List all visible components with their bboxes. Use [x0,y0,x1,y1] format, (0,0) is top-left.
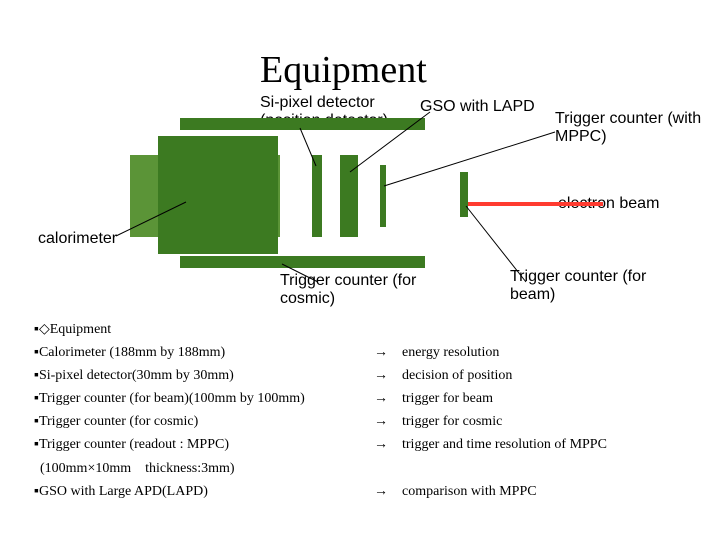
list-item: ▪Calorimeter (188mm by 188mm)→ energy re… [34,341,694,364]
shape-beam [468,202,603,206]
label-trigger-beam: Trigger counter (for beam) [510,268,660,305]
list-item: ▪Trigger counter (for beam)(100mm by 100… [34,387,694,410]
shape-gso [340,155,358,237]
list-item: ▪Trigger counter (for cosmic)→ trigger f… [34,410,694,433]
leader-line [384,132,555,186]
shape-mppc [380,165,386,227]
list-note: (100mm×10mm thickness:3mm) [40,457,694,480]
shape-calorimeter-front [158,136,278,254]
page-title: Equipment [260,48,427,92]
list-item: ▪Trigger counter (readout : MPPC)→ trigg… [34,433,694,456]
equipment-list: ▪◇Equipment ▪Calorimeter (188mm by 188mm… [34,318,694,503]
list-item: ▪Si-pixel detector(30mm by 30mm)→ decisi… [34,364,694,387]
list-header: ▪◇Equipment [34,318,694,341]
label-calorimeter: calorimeter [38,230,117,248]
shape-bottom-bar [180,256,425,268]
label-trigger-cosmic: Trigger counter (for cosmic) [280,272,430,309]
shape-trigger-beam-block [460,172,468,217]
shape-si-pixel [312,155,322,237]
list-item: ▪GSO with Large APD(LAPD) → comparison w… [34,480,694,503]
shape-top-bar [180,118,425,130]
label-trigger-mppc: Trigger counter (with MPPC) [555,110,705,147]
